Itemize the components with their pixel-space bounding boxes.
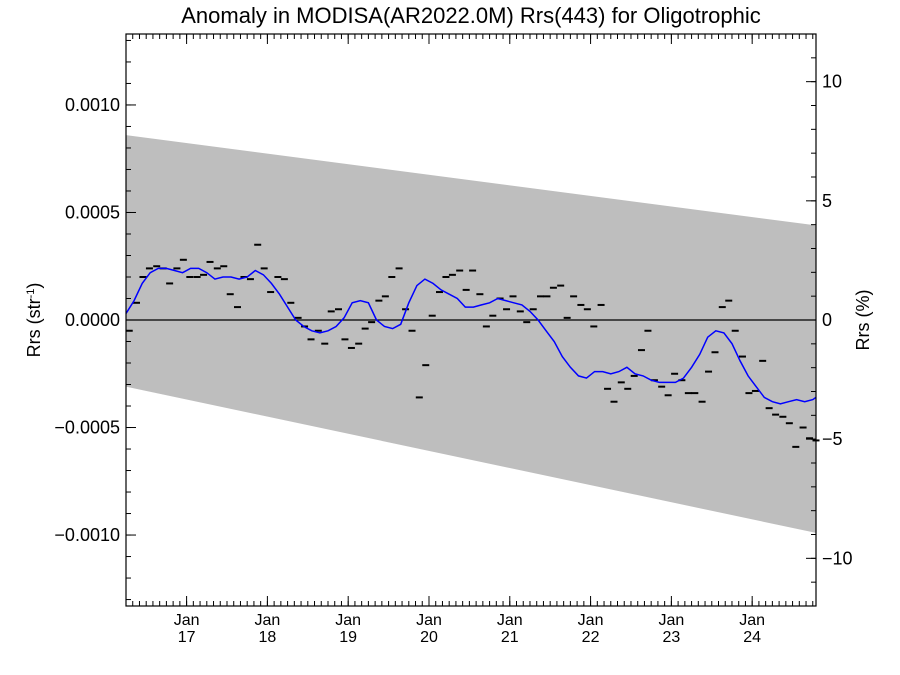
x-tick-year-label: 20 (420, 629, 438, 646)
x-tick-month-label: Jan (497, 612, 523, 629)
y-axis-label-left: Rrs (str-1) (24, 283, 44, 358)
x-tick-year-label: 18 (258, 629, 276, 646)
right-tick-label: −10 (822, 548, 853, 568)
x-tick-year-label: 23 (662, 629, 680, 646)
right-tick-label: 10 (822, 72, 842, 92)
x-tick-year-label: 22 (582, 629, 600, 646)
left-tick-label: 0.0000 (65, 310, 120, 330)
x-tick-year-label: 17 (178, 629, 196, 646)
right-tick-label: −5 (822, 429, 843, 449)
x-tick-month-label: Jan (416, 612, 442, 629)
x-tick-month-label: Jan (254, 612, 280, 629)
left-tick-label: 0.0010 (65, 95, 120, 115)
x-tick-year-label: 24 (743, 629, 761, 646)
uncertainty-band (126, 135, 816, 533)
x-tick-month-label: Jan (739, 612, 765, 629)
x-tick-year-label: 21 (501, 629, 519, 646)
left-tick-label: −0.0005 (54, 418, 120, 438)
right-tick-label: 0 (822, 310, 832, 330)
x-tick-month-label: Jan (174, 612, 200, 629)
left-tick-label: −0.0010 (54, 525, 120, 545)
running-mean-line (125, 267, 817, 405)
x-tick-month-label: Jan (658, 612, 684, 629)
chart-title: Anomaly in MODISA(AR2022.0M) Rrs(443) fo… (181, 3, 761, 28)
left-tick-label: 0.0005 (65, 202, 120, 222)
x-tick-year-label: 19 (339, 629, 357, 646)
x-tick-month-label: Jan (578, 612, 604, 629)
x-tick-month-label: Jan (335, 612, 361, 629)
y-axis-label-right: Rrs (%) (853, 290, 873, 351)
right-tick-label: 5 (822, 191, 832, 211)
plot-area: 0.0010 0.0005 0.0000 −0.0005 −0.0010 10 5 0 −5 −1… (54, 33, 853, 646)
